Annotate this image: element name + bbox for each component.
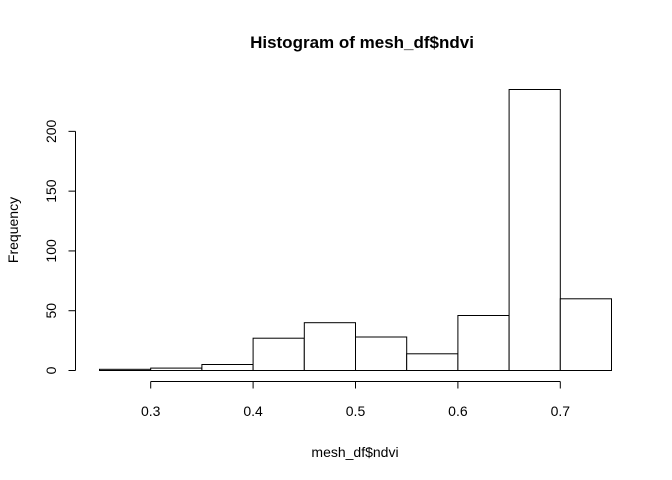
y-axis: 0 50 100 150 200 [43,119,76,374]
x-axis: 0.3 0.4 0.5 0.6 0.7 [141,381,571,419]
y-tick-label: 100 [43,239,59,263]
histogram-bar [559,298,612,371]
histogram-bar [355,336,408,371]
y-axis-label: Frequency [5,197,21,263]
bars-group [99,89,612,372]
y-tick-label: 0 [43,366,59,374]
x-tick-label: 0.4 [243,403,263,419]
histogram-bar [150,367,203,372]
x-tick-label: 0.6 [448,403,468,419]
chart-title: Histogram of mesh_df$ndvi [250,33,474,52]
y-tick-label: 200 [43,119,59,143]
histogram-bar [303,322,356,372]
x-tick-label: 0.7 [551,403,571,419]
x-tick-label: 0.5 [346,403,366,419]
x-axis-label: mesh_df$ndvi [311,444,398,460]
histogram-bar [201,364,254,371]
histogram-bar [99,368,152,371]
y-tick-label: 50 [43,303,59,319]
histogram-bar [406,353,459,371]
x-tick-label: 0.3 [141,403,161,419]
histogram-bar [457,315,510,371]
histogram-bar [252,337,305,372]
y-tick-label: 150 [43,179,59,203]
histogram-bar [508,89,561,371]
